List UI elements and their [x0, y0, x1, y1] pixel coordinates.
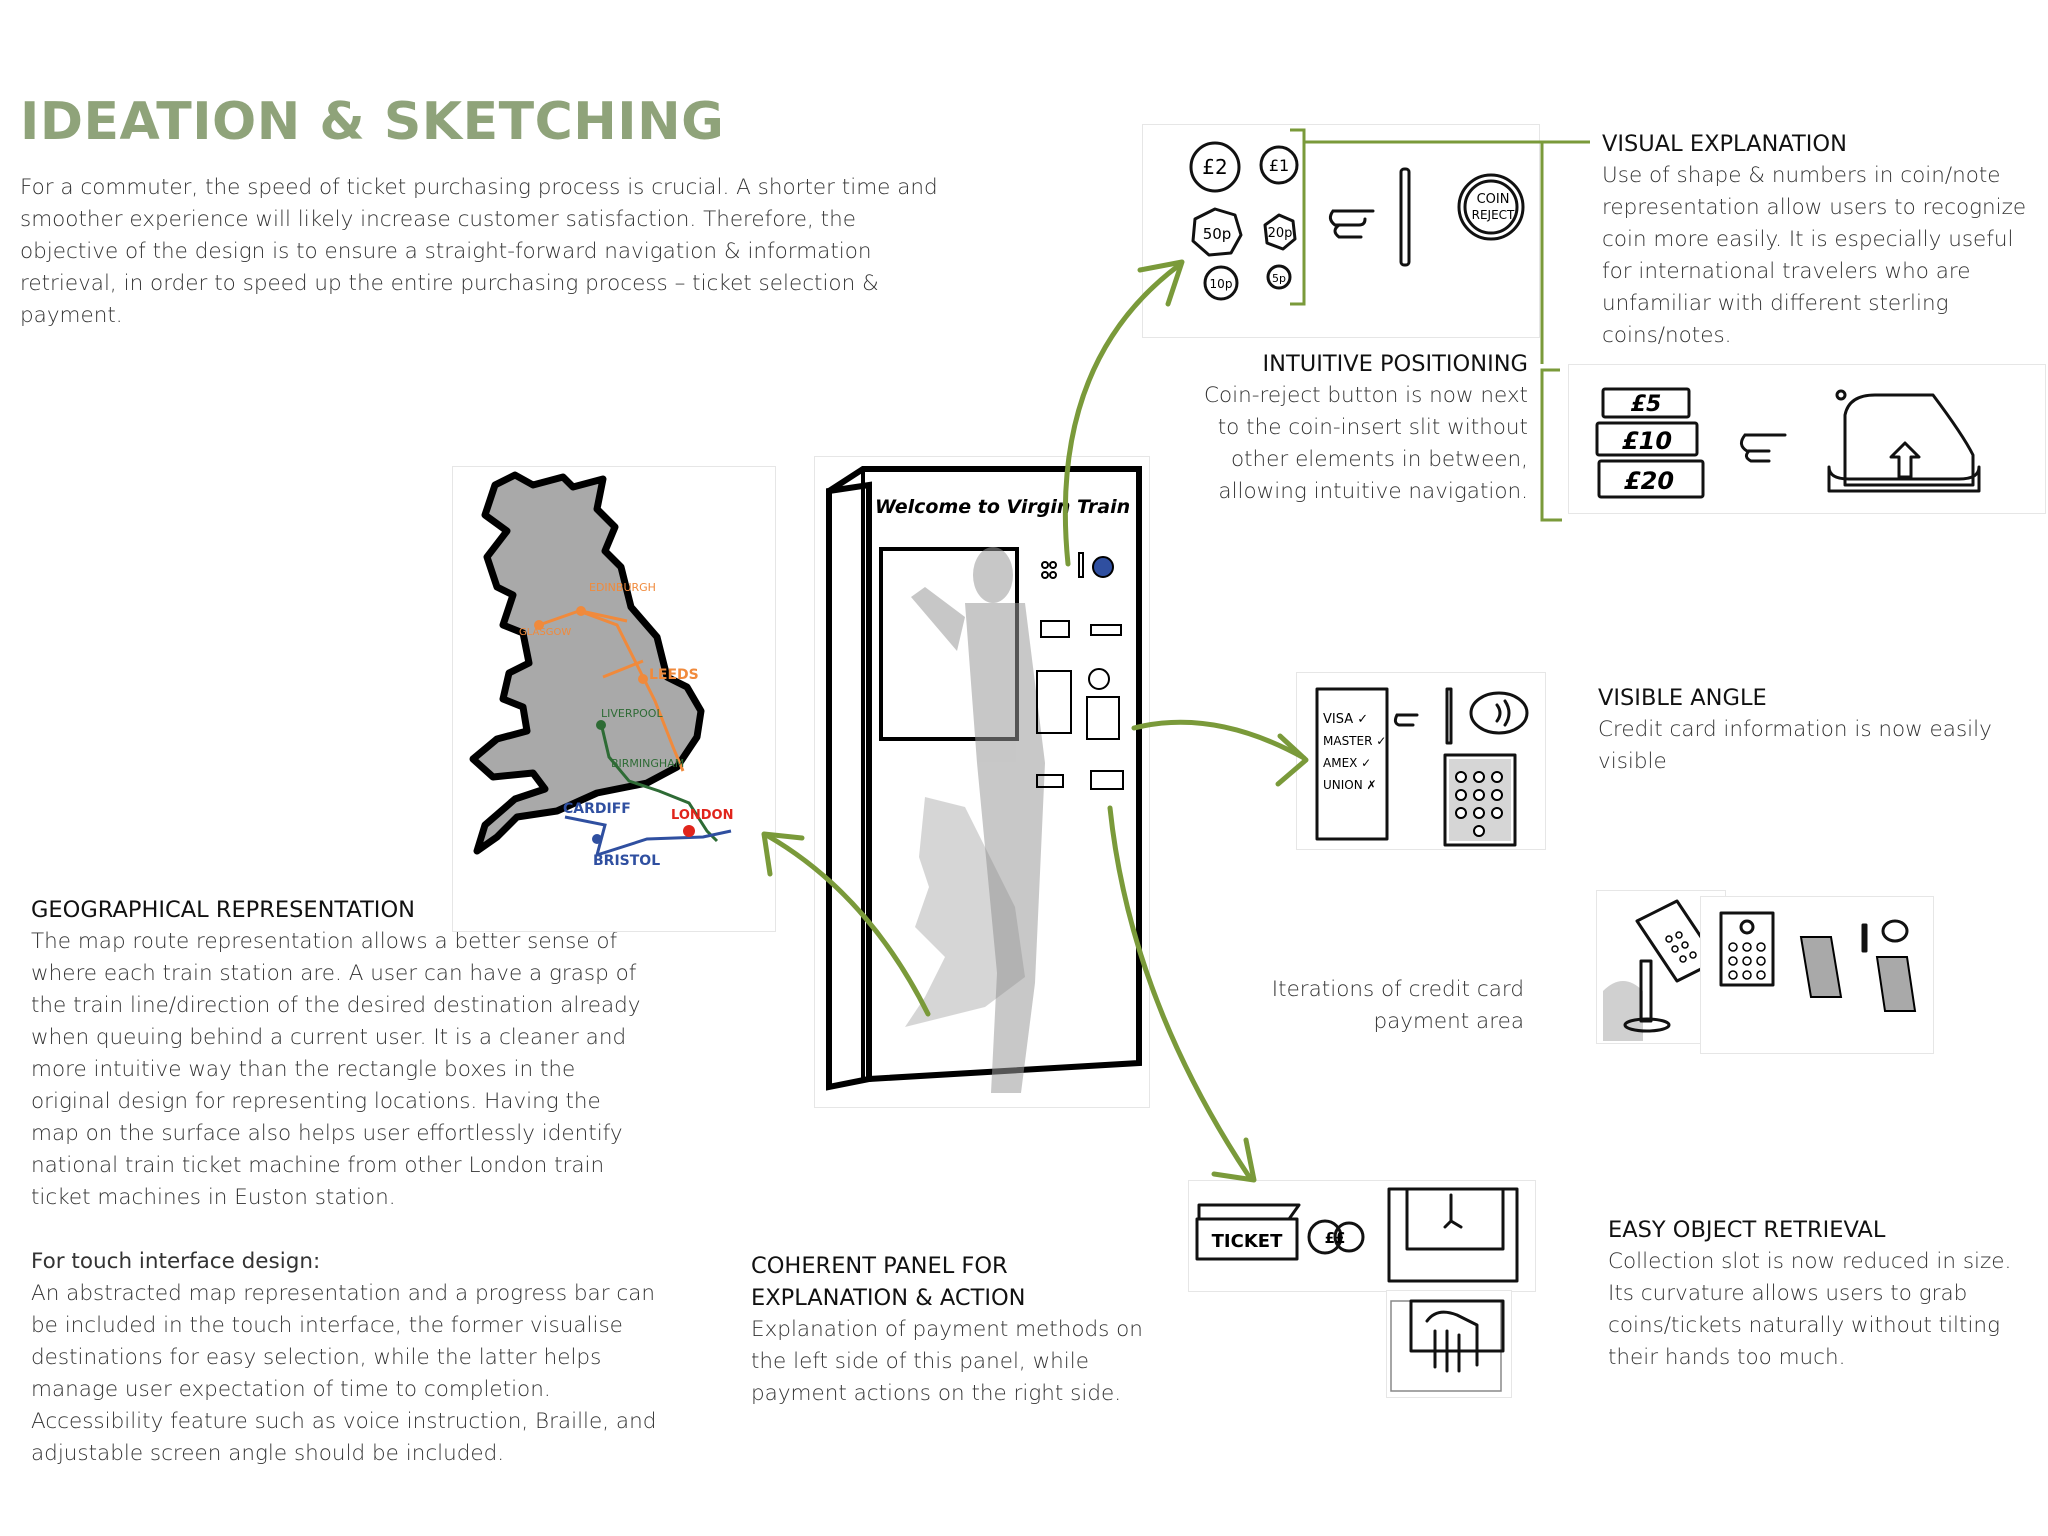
- coherent-panel-heading-1: COHERENT PANEL FOR: [751, 1253, 1008, 1279]
- note-sketch: £5 £10 £20: [1568, 364, 2046, 514]
- retrieval-sketch-bottom: [1386, 1290, 1512, 1398]
- note-tray-icon: [1827, 393, 1981, 493]
- coin-2-icon: £2: [1189, 141, 1241, 193]
- intuitive-positioning-heading: INTUITIVE POSITIONING: [1262, 351, 1528, 377]
- ticket-machine-sketch: Welcome to Virgin Train: [814, 456, 1150, 1108]
- coin-slot-icon: [1399, 167, 1411, 267]
- visible-angle-heading: VISIBLE ANGLE: [1598, 685, 1767, 711]
- coin-1-icon: £1: [1259, 145, 1299, 185]
- visible-angle-text: Credit card information is now easily vi…: [1598, 717, 1992, 774]
- intro-paragraph: For a commuter, the speed of ticket purc…: [20, 175, 938, 328]
- svg-text:BIRMINGHAM: BIRMINGHAM: [611, 757, 684, 770]
- green-bracket-lines: [1290, 128, 1590, 522]
- svg-text:Welcome to Virgin Train: Welcome to Virgin Train: [875, 496, 1130, 518]
- svg-text:MASTER ✓: MASTER ✓: [1323, 734, 1386, 748]
- coin-sketch: £2 £1 50p 20p 10p 5p COIN REJECT: [1142, 124, 1540, 338]
- card-panel-sketch: VISA ✓ MASTER ✓ AMEX ✓ UNION ✗: [1296, 672, 1546, 850]
- note-10-icon: £10: [1595, 421, 1699, 457]
- svg-text:TICKET: TICKET: [1212, 1231, 1283, 1252]
- pointing-hand-icon: [1740, 433, 1787, 463]
- route-green-line: [599, 722, 719, 843]
- visual-explanation-text: Use of shape & numbers in coin/note repr…: [1602, 163, 2027, 348]
- pointing-hand-icon: [1393, 713, 1419, 727]
- coin-5-icon: 5p: [1266, 264, 1292, 290]
- svg-text:EDINBURGH: EDINBURGH: [589, 581, 656, 594]
- geographical-text: The map route representation allows a be…: [31, 929, 641, 1210]
- coin-panel-icons: [1036, 552, 1124, 790]
- intuitive-positioning-text: Coin-reject button is now next to the co…: [1204, 383, 1528, 504]
- svg-text:10p: 10p: [1210, 277, 1233, 291]
- pointing-hand-icon: [1328, 209, 1375, 239]
- coin-10-icon: 10p: [1203, 265, 1239, 301]
- user-figure-silhouette: [911, 547, 1045, 1093]
- svg-text:££: ££: [1325, 1229, 1346, 1247]
- uk-route-map: EDINBURGH GLASGOW LEEDS LIVERPOOL BIRMIN…: [452, 466, 776, 932]
- svg-text:LONDON: LONDON: [671, 808, 733, 823]
- svg-text:£2: £2: [1202, 155, 1227, 179]
- arrow-to-card-panel: [1131, 719, 1307, 761]
- note-20-icon: £20: [1597, 459, 1705, 499]
- geographical-heading: GEOGRAPHICAL REPRESENTATION: [31, 897, 415, 923]
- map-silhouette: [905, 797, 1025, 1027]
- svg-text:UNION ✗: UNION ✗: [1323, 778, 1377, 792]
- page-title: IDEATION & SKETCHING: [20, 92, 725, 152]
- svg-text:CARDIFF: CARDIFF: [563, 801, 631, 817]
- svg-text:GLASGOW: GLASGOW: [519, 627, 571, 638]
- svg-text:£5: £5: [1631, 392, 1662, 417]
- touch-interface-heading: For touch interface design:: [31, 1249, 321, 1274]
- svg-text:5p: 5p: [1272, 272, 1286, 285]
- svg-text:£20: £20: [1624, 467, 1674, 495]
- easy-retrieval-text: Collection slot is now reduced in size. …: [1608, 1249, 2012, 1370]
- svg-text:BRISTOL: BRISTOL: [593, 853, 660, 869]
- svg-text:AMEX ✓: AMEX ✓: [1323, 756, 1371, 770]
- svg-text:20p: 20p: [1268, 226, 1293, 241]
- coin-50-icon: 50p: [1191, 207, 1243, 257]
- svg-text:LEEDS: LEEDS: [649, 667, 699, 683]
- svg-text:COIN: COIN: [1477, 192, 1510, 207]
- coherent-panel-text: Explanation of payment methods on the le…: [751, 1317, 1143, 1406]
- touch-interface-text: An abstracted map representation and a p…: [31, 1281, 657, 1466]
- retrieval-sketch-top: TICKET ££: [1188, 1180, 1536, 1292]
- uk-mainland-shape: [469, 471, 705, 855]
- coin-20-icon: 20p: [1263, 213, 1297, 251]
- iteration-sketch-2: [1700, 896, 1934, 1054]
- visual-explanation-heading: VISUAL EXPLANATION: [1602, 131, 1847, 157]
- note-5-icon: £5: [1601, 387, 1691, 419]
- indicator-dot-icon: [1835, 389, 1847, 401]
- contactless-icon: [1469, 691, 1529, 735]
- svg-text:VISA ✓: VISA ✓: [1323, 712, 1368, 727]
- svg-text:LIVERPOOL: LIVERPOOL: [601, 707, 663, 720]
- coherent-panel-heading-2: EXPLANATION & ACTION: [751, 1285, 1026, 1311]
- keypad-icon: [1443, 753, 1517, 847]
- svg-text:50p: 50p: [1203, 225, 1232, 243]
- svg-text:£10: £10: [1622, 427, 1672, 455]
- svg-text:REJECT: REJECT: [1472, 208, 1515, 222]
- route-blue-line: [564, 815, 732, 858]
- svg-text:£1: £1: [1269, 156, 1289, 175]
- coins-icon: ££: [1307, 1219, 1365, 1255]
- easy-retrieval-heading: EASY OBJECT RETRIEVAL: [1608, 1217, 1886, 1243]
- ticket-icon: TICKET: [1195, 1203, 1301, 1261]
- iterations-caption: Iterations of credit card payment area: [1271, 977, 1524, 1034]
